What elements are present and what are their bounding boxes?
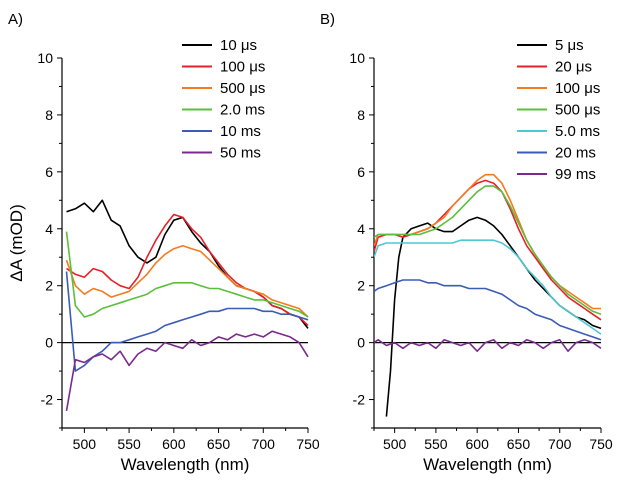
- x-tick-label: 550: [117, 436, 141, 452]
- legend-label: 20 ms: [555, 145, 596, 162]
- legend-label: 100 μs: [220, 59, 265, 76]
- series-line-5: [374, 279, 602, 341]
- legend-label: 50 ms: [220, 145, 261, 162]
- y-axis-title: ΔA (mOD): [7, 204, 26, 281]
- legend-label: 100 μs: [555, 80, 600, 97]
- y-tick-label: -2: [41, 392, 54, 408]
- legend-label: 99 ms: [555, 166, 596, 183]
- legend: 10 μs 100 μs 500 μs 2.0 ms 10 ms 50 ms: [182, 37, 265, 162]
- x-tick-label: 500: [383, 436, 407, 452]
- legend-label: 2.0 ms: [220, 102, 265, 119]
- y-tick-label: 0: [357, 335, 365, 351]
- series-line-4: [65, 271, 309, 372]
- y-tick-label: 0: [45, 335, 53, 351]
- legend-label: 20 μs: [555, 59, 592, 76]
- x-axis-title: Wavelength (nm): [121, 455, 250, 474]
- y-tick-label: 2: [357, 278, 365, 294]
- x-axis-title: Wavelength (nm): [423, 455, 552, 474]
- y-tick-label: 6: [357, 164, 365, 180]
- panel-label: A): [8, 11, 23, 28]
- y-tick-label: 10: [349, 50, 365, 66]
- chart-panel-b: B) -2 0 2 4 6 8 10 500 550 600 650 700 750 Wavelength …: [320, 11, 613, 474]
- series-line-2: [65, 245, 309, 318]
- y-tick-label: -2: [353, 392, 366, 408]
- legend-label: 5 μs: [555, 37, 584, 54]
- series-line-3: [65, 231, 309, 318]
- chart-panel-a: A) -2 0 2 4 6 8 10 500 550 600 650 700 750 Wavelength …: [7, 11, 320, 474]
- series-line-6: [374, 338, 602, 353]
- legend-label: 500 μs: [555, 102, 600, 119]
- panel-label: B): [320, 11, 335, 28]
- y-tick-label: 6: [45, 164, 53, 180]
- legend-label: 5.0 ms: [555, 123, 600, 140]
- series-line-0: [385, 216, 602, 417]
- y-tick-label: 2: [45, 278, 53, 294]
- series-line-1: [374, 179, 602, 321]
- legend: 5 μs 20 μs 100 μs 500 μs 5.0 ms 20 ms 99 ms: [517, 37, 600, 183]
- x-tick-label: 600: [466, 436, 490, 452]
- x-tick-label: 500: [73, 436, 97, 452]
- x-tick-label: 700: [548, 436, 572, 452]
- series-line-5: [65, 330, 309, 412]
- series-line-4: [374, 239, 602, 335]
- y-tick-label: 4: [45, 221, 53, 237]
- x-tick-label: 750: [589, 436, 613, 452]
- legend-label: 10 μs: [220, 37, 257, 54]
- x-tick-label: 650: [507, 436, 531, 452]
- legend-label: 10 ms: [220, 123, 261, 140]
- y-tick-label: 4: [357, 221, 365, 237]
- x-tick-label: 700: [252, 436, 276, 452]
- y-tick-label: 8: [357, 107, 365, 123]
- y-tick-label: 8: [45, 107, 53, 123]
- legend-label: 500 μs: [220, 80, 265, 97]
- x-tick-label: 550: [424, 436, 448, 452]
- x-tick-label: 750: [296, 436, 320, 452]
- series-line-3: [374, 185, 602, 315]
- x-tick-label: 650: [207, 436, 231, 452]
- y-tick-label: 10: [37, 50, 53, 66]
- x-tick-label: 600: [162, 436, 186, 452]
